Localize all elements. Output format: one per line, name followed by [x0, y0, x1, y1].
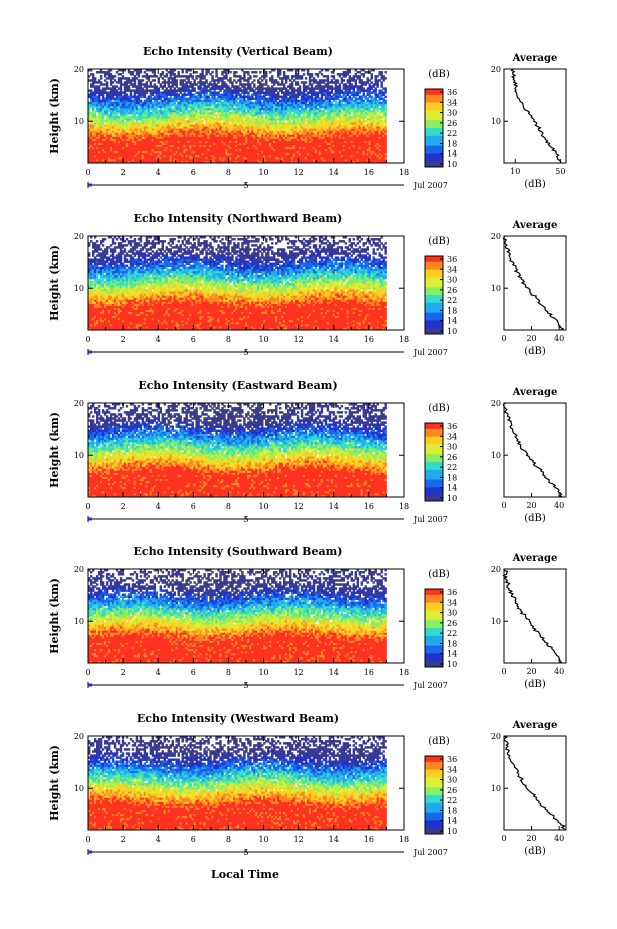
panel-1: Echo Intensity (Vertical Beam)0 2 4 6 8 10 12 1…	[48, 45, 566, 190]
heatmap-cells	[88, 69, 387, 163]
panel-title: Echo Intensity (Vertical Beam)	[143, 45, 333, 58]
panels-group: Echo Intensity (Vertical Beam)0 2 4 6 8 10 12 1…	[48, 45, 566, 857]
